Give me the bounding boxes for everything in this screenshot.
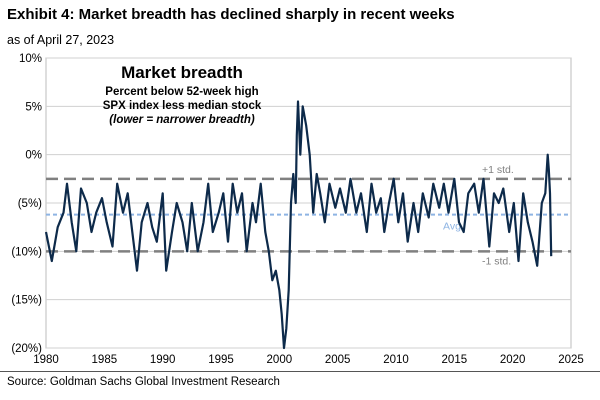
y-tick-label: 10% bbox=[19, 53, 42, 65]
y-tick-label: (15%) bbox=[11, 295, 42, 307]
grid-lines bbox=[46, 57, 571, 349]
annotation-line-2: SPX index less median stock bbox=[103, 100, 262, 112]
chart-subtitle: as of April 27, 2023 bbox=[7, 33, 115, 47]
x-tick-label: 2005 bbox=[325, 354, 351, 366]
y-tick-label: (10%) bbox=[11, 246, 42, 258]
series-group bbox=[44, 100, 553, 350]
annotation-heading: Market breadth bbox=[121, 63, 243, 82]
source-divider bbox=[0, 371, 600, 372]
annotation-line-3: (lower = narrower breadth) bbox=[109, 114, 255, 126]
ref-line-label: -1 std. bbox=[482, 255, 511, 267]
y-tick-labels: 10% 5% 0% (5%) (10%) (15%) (20%) bbox=[11, 53, 42, 355]
annotation-box: Market breadth Percent below 52-week hig… bbox=[103, 63, 262, 126]
x-tick-label: 2025 bbox=[558, 354, 584, 366]
ref-line-label: Avg bbox=[443, 221, 461, 233]
y-tick-label: (5%) bbox=[18, 198, 42, 210]
chart-title: Exhibit 4: Market breadth has declined s… bbox=[7, 6, 455, 23]
annotation-line-1: Percent below 52-week high bbox=[105, 86, 258, 98]
x-tick-label: 1995 bbox=[208, 354, 234, 366]
x-tick-label: 2020 bbox=[500, 354, 526, 366]
x-tick-label: 1980 bbox=[33, 354, 59, 366]
y-tick-label: 0% bbox=[25, 150, 42, 162]
y-tick-label: 5% bbox=[25, 101, 42, 113]
x-tick-label: 2000 bbox=[267, 354, 293, 366]
x-tick-label: 1985 bbox=[92, 354, 118, 366]
ref-line-label: +1 std. bbox=[482, 164, 514, 176]
x-tick-label: 2015 bbox=[442, 354, 468, 366]
x-tick-label: 2010 bbox=[383, 354, 409, 366]
x-tick-labels: 1980 1985 1990 1995 2000 2005 2010 2015 2020 2025 bbox=[33, 354, 584, 366]
x-tick-label: 1990 bbox=[150, 354, 176, 366]
series-line bbox=[44, 100, 553, 350]
y-tick-label: (20%) bbox=[11, 343, 42, 355]
source-note: Source: Goldman Sachs Global Investment … bbox=[7, 376, 280, 388]
